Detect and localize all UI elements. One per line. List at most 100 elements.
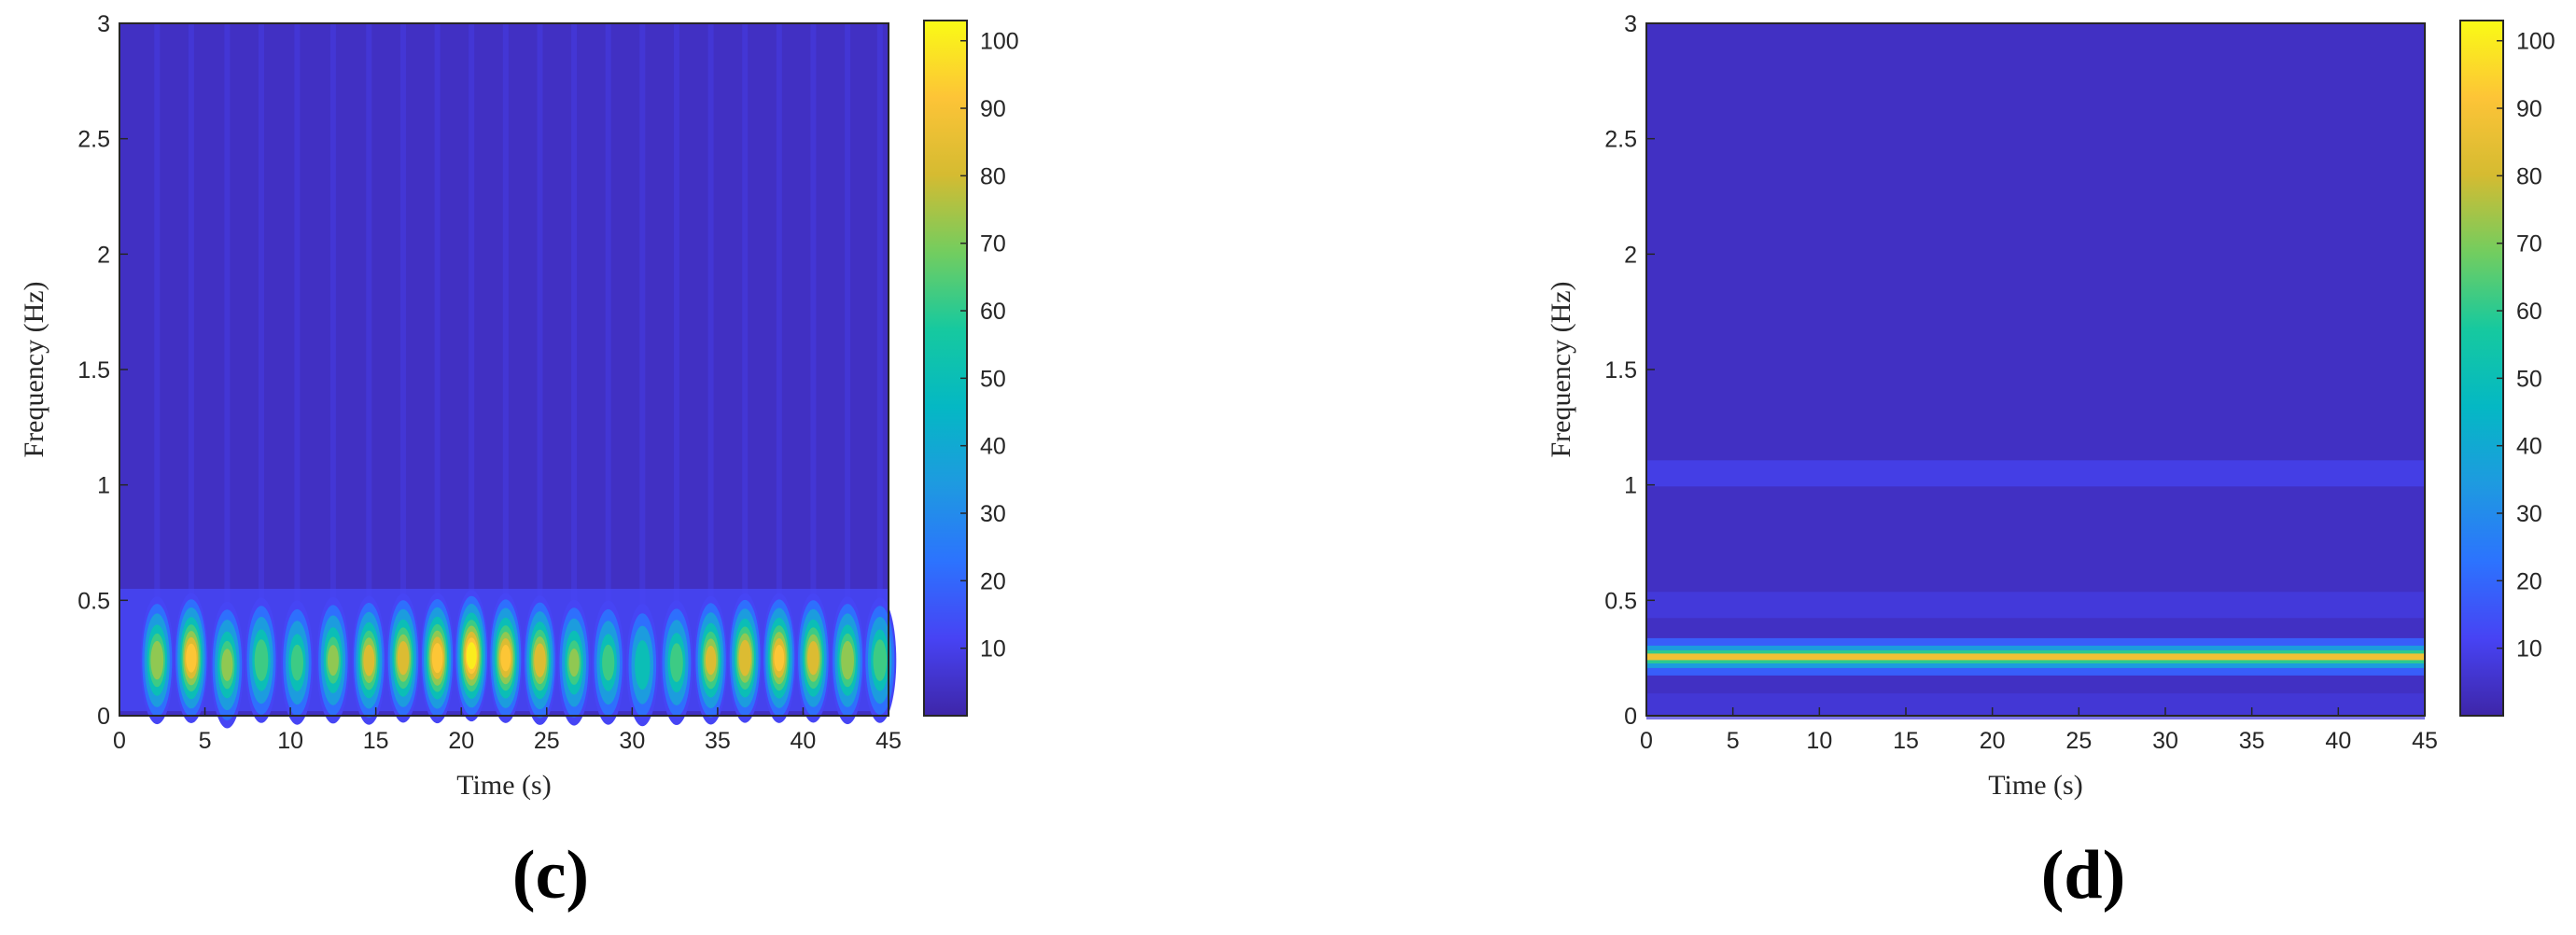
plot-c-streak [294, 23, 301, 663]
plot-c-ticks: 0 5 10 15 20 25 30 35 40 45 0 0.5 1 1.5 2 2.5 3 [77, 11, 902, 754]
plot-c-colorbar [923, 20, 968, 717]
plot-d-colorbar [2459, 20, 2504, 717]
plot-c-blob [281, 600, 314, 725]
plot-c-colorbar-ticks: 10 20 30 40 50 60 70 80 90 100 [960, 29, 1019, 663]
plot-d-colorbar-tick-label: 80 [2516, 163, 2542, 189]
plot-c-blob [762, 593, 796, 723]
panel-c: 0 5 10 15 20 25 30 35 40 45 0 0.5 1 1.5 2 2.5 3 Time (s)… [19, 11, 1019, 914]
plot-c-xtick-label: 5 [199, 728, 212, 754]
plot-c-streak [469, 23, 475, 656]
plot-c-blob [863, 597, 897, 723]
plot-d-xtick-label: 20 [1980, 728, 2006, 754]
plot-c-streak [605, 23, 611, 663]
plot-c-xtick-label: 30 [619, 728, 645, 754]
plot-d-ytick-label: 0.5 [1604, 588, 1637, 614]
plot-c-ytick-label: 0 [97, 704, 110, 730]
plot-c-ytick-label: 1 [97, 473, 110, 499]
plot-c-colorbar-tick-label: 80 [980, 163, 1006, 189]
plot-c-streak [434, 23, 441, 659]
plot-c-blob [693, 595, 728, 725]
plot-d-ytick-label: 2.5 [1604, 127, 1637, 153]
plot-c-xtick-label: 45 [875, 728, 902, 754]
plot-c-blob [523, 595, 557, 725]
plot-c-heatmap [119, 23, 897, 729]
plot-c-xtick-label: 20 [448, 728, 474, 754]
plot-d-colorbar-ticks: 10 20 30 40 50 60 70 80 90 100 [2497, 29, 2555, 663]
plot-c-ytick-label: 0.5 [77, 588, 110, 614]
plot-d-colorbar-tick-label: 90 [2516, 96, 2542, 122]
plot-c-blob [316, 596, 350, 724]
plot-c-xtick-label: 25 [534, 728, 560, 754]
plot-d-xtick-label: 45 [2412, 728, 2438, 754]
plot-c-streak [707, 23, 714, 661]
plot-d-colorbar-tick-label: 40 [2516, 434, 2542, 460]
plot-c-ytick-label: 2.5 [77, 127, 110, 153]
plot-c-streak [154, 23, 161, 661]
plot-c-blob [728, 593, 763, 723]
plot-c-colorbar-tick-label: 90 [980, 96, 1006, 122]
plot-c-blob [488, 593, 523, 723]
plot-c-streak [876, 23, 883, 661]
plot-c-blob [796, 593, 831, 723]
plot-c-streak [502, 23, 509, 659]
plot-c-streak [366, 23, 372, 661]
plot-c-streak [845, 23, 851, 661]
plot-c-streak [673, 23, 679, 663]
plot-c-xtick-label: 0 [113, 728, 126, 754]
panel-c-letter: (c) [512, 837, 589, 914]
plot-c-blob [454, 590, 489, 722]
plot-c-streak [571, 23, 578, 663]
plot-c-ylabel: Frequency (Hz) [19, 281, 49, 457]
panel-d: 0 5 10 15 20 25 30 35 40 45 0 0.5 1 1.5 2 2.5 3 Time (s)… [1546, 11, 2555, 914]
plot-c-streak [329, 23, 336, 661]
plot-d-xtick-label: 0 [1640, 728, 1653, 754]
plot-d-colorbar-tick-label: 20 [2516, 568, 2542, 594]
plot-d-weak-band [1646, 592, 2425, 619]
plot-c-colorbar-tick-label: 40 [980, 434, 1006, 460]
plot-c-blob [386, 593, 420, 723]
plot-c-colorbar-tick-label: 30 [980, 501, 1006, 527]
plot-d-xtick-label: 15 [1893, 728, 1919, 754]
plot-c-colorbar-tick-label: 10 [980, 636, 1006, 663]
plot-c-blob [352, 595, 386, 725]
plot-c-colorbar-tick-label: 100 [980, 29, 1019, 55]
plot-c-ytick-label: 1.5 [77, 357, 110, 384]
plot-c-colorbar-tick-label: 20 [980, 568, 1006, 594]
plot-d-colorbar-tick-label: 10 [2516, 636, 2542, 663]
plot-c-blob [592, 600, 625, 725]
plot-c-xtick-label: 35 [705, 728, 731, 754]
plot-d-xlabel: Time (s) [1988, 770, 2082, 801]
plot-d-ytick-label: 2 [1624, 242, 1637, 268]
plot-d-ytick-label: 1.5 [1604, 357, 1637, 384]
plot-c-blob [140, 596, 175, 725]
plot-d-ticks: 0 5 10 15 20 25 30 35 40 45 0 0.5 1 1.5 2 2.5 3 [1604, 11, 2438, 754]
plot-d-xtick-label: 5 [1727, 728, 1740, 754]
plot-d-colorbar-tick-label: 30 [2516, 501, 2542, 527]
plot-c-streak [537, 23, 543, 661]
plot-c-streak [639, 23, 646, 665]
plot-c-blob [831, 596, 864, 725]
plot-c-streak [400, 23, 406, 659]
plot-c-ytick-label: 2 [97, 242, 110, 268]
plot-c-blob [626, 604, 659, 727]
plot-c-blob [660, 600, 693, 725]
plot-d-colorbar-tick-label: 50 [2516, 366, 2542, 392]
plot-d-xtick-label: 25 [2065, 728, 2092, 754]
plot-c-blob [174, 593, 208, 723]
plot-d-ridge [1646, 653, 2425, 661]
plot-d-xtick-label: 40 [2325, 728, 2351, 754]
plot-c-xtick-label: 40 [791, 728, 817, 754]
plot-c-colorbar-tick-label: 70 [980, 231, 1006, 258]
plot-d-heatmap [1646, 460, 2425, 720]
plot-c-blob [245, 597, 278, 723]
plot-d-colorbar-tick-label: 70 [2516, 231, 2542, 258]
plot-c-blob [557, 599, 591, 726]
plot-d-weak-band [1646, 460, 2425, 487]
plot-c-colorbar-tick-label: 60 [980, 299, 1006, 325]
plot-c-streak [224, 23, 231, 665]
plot-c-streak [810, 23, 817, 659]
plot-d-ytick-label: 1 [1624, 473, 1637, 499]
plot-d-ytick-label: 0 [1624, 704, 1637, 730]
plot-c-ytick-label: 3 [97, 11, 110, 37]
